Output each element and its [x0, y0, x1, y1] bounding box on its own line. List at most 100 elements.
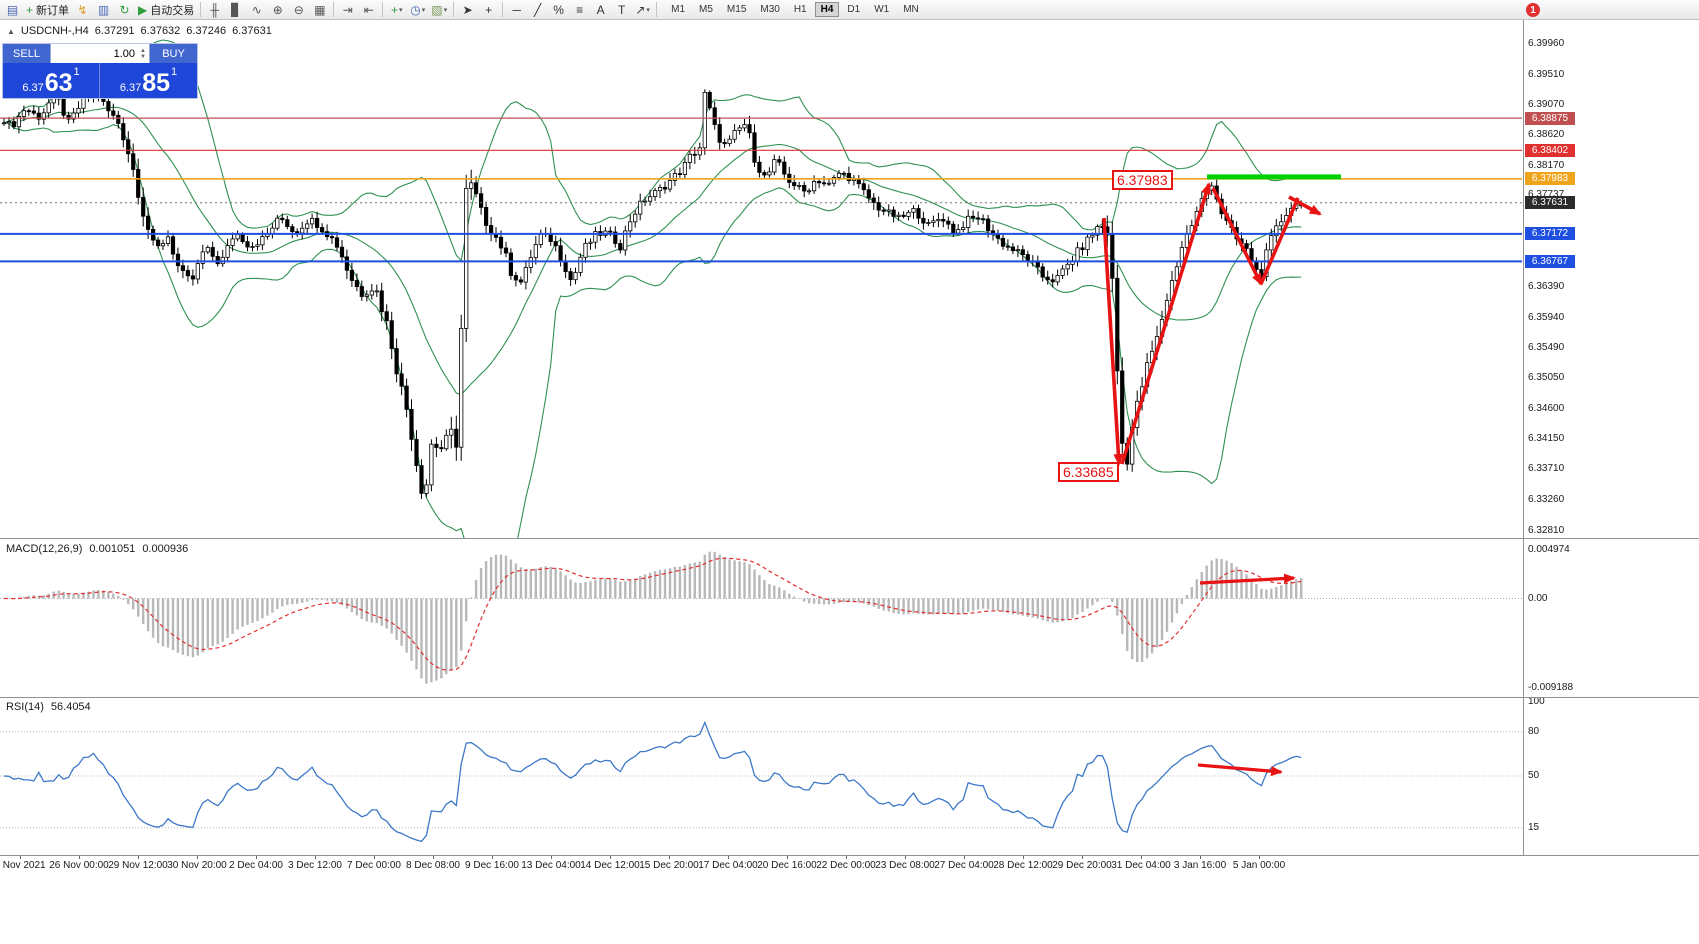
zoom-out-button[interactable]: ⊖: [288, 1, 309, 19]
crosshair-button[interactable]: +: [478, 1, 499, 19]
dropdown-caret-icon: ▾: [646, 6, 650, 14]
fibonacci-button[interactable]: ≡: [569, 1, 590, 19]
macd-panel[interactable]: [0, 539, 1522, 697]
time-label: 17 Dec 04:00: [698, 860, 758, 871]
time-tick: [315, 856, 316, 859]
timeframe-m30-button[interactable]: M30: [760, 4, 780, 15]
symbol-icon: ▲: [7, 26, 15, 36]
ohlc-header: ▲ USDCNH-,H4 6.37291 6.37632 6.37246 6.3…: [7, 25, 272, 37]
rsi-axis-label: 15: [1528, 821, 1540, 833]
timeframe-m5-button[interactable]: M5: [699, 4, 713, 15]
time-tick: [610, 856, 611, 859]
analysis-arrow[interactable]: [1120, 182, 1211, 465]
analysis-arrow[interactable]: [1211, 187, 1263, 286]
rsi-panel[interactable]: [0, 698, 1522, 855]
line-chart-button[interactable]: ∿: [246, 1, 267, 19]
price-scale[interactable]: 6.39960 6.39510 6.39070 6.38620 6.38170 6.377…: [1523, 20, 1699, 855]
timeframe-m1-button[interactable]: M1: [671, 4, 686, 15]
notification-badge[interactable]: 1: [1526, 3, 1540, 17]
label-icon: T: [617, 2, 626, 17]
macd-signal-value: 0.000936: [142, 543, 189, 555]
volume-stepper[interactable]: ▲ ▼: [137, 48, 149, 60]
fibonacci-icon: ≡: [576, 2, 584, 17]
cursor-button[interactable]: ➤: [457, 1, 478, 19]
bar-chart-button[interactable]: ╫: [204, 1, 225, 19]
sell-price-main: 6.37: [22, 82, 44, 94]
macd-axis-label: -0.009188: [1528, 681, 1574, 693]
buy-price[interactable]: 6.37 85 1: [100, 63, 197, 98]
zoom-in-button[interactable]: ⊕: [267, 1, 288, 19]
analysis-arrow[interactable]: [1102, 217, 1124, 466]
horizontal-line-button[interactable]: ─: [506, 1, 527, 19]
timeframe-h1-button[interactable]: H1: [793, 4, 807, 15]
time-label: 31 Dec 04:00: [1111, 860, 1171, 871]
new-order-button-label: 新订单: [36, 4, 70, 17]
timeframe-w1-button[interactable]: W1: [874, 4, 890, 15]
app-button[interactable]: ▤: [2, 1, 23, 19]
timeframe-d1-button[interactable]: D1: [847, 4, 861, 15]
rsi-arrow[interactable]: [1197, 763, 1283, 777]
trendline-button[interactable]: ╱: [527, 1, 548, 19]
resistance-highlight-line[interactable]: [1207, 174, 1341, 180]
market-watch-button[interactable]: ▥: [93, 1, 114, 19]
analysis-arrow[interactable]: [1259, 197, 1300, 285]
sell-price[interactable]: 6.37 63 1: [3, 63, 100, 98]
tile-windows-button[interactable]: ▦: [309, 1, 330, 19]
panel-separator[interactable]: [0, 697, 1699, 698]
auto-trading-button[interactable]: ▶ 自动交易: [135, 1, 197, 19]
text-button[interactable]: A: [590, 1, 611, 19]
toolbar-separator: [502, 2, 504, 17]
time-label: 5 Jan 00:00: [1232, 860, 1286, 871]
macd-signal-line: [4, 557, 1302, 671]
volume-input[interactable]: [51, 47, 137, 60]
time-label: 15 Dec 20:00: [639, 860, 699, 871]
time-label: 27 Dec 04:00: [934, 860, 994, 871]
metaeditor-button[interactable]: ↯: [72, 1, 93, 19]
auto-scroll-button[interactable]: ⇥: [337, 1, 358, 19]
rsi-value: 56.4054: [50, 701, 91, 713]
time-tick: [79, 856, 80, 859]
axis-separator: [0, 855, 1699, 856]
candlestick-chart-button[interactable]: ▊: [225, 1, 246, 19]
dropdown-caret-icon: ▾: [421, 6, 426, 14]
auto-trading-icon: ▶: [138, 2, 148, 17]
label-button[interactable]: T: [611, 1, 632, 19]
sell-button[interactable]: SELL: [3, 44, 50, 63]
toolbar: ▤ + 新订单 ↯ ▥ ↻ ▶ 自动交易 ╫ ▊ ∿ ⊕ ⊖ ▦ ⇥ ⇤ + ▾ ◷ ▾ ▧ ▾ ➤ + ─ ╱% ≡ A T ↗ ▾ M1 M…: [0, 0, 1699, 20]
timeframe-h4-button[interactable]: H4: [814, 2, 840, 17]
price-badge: 6.38402: [1525, 143, 1575, 157]
channel-icon: %: [553, 2, 564, 17]
panel-separator[interactable]: [0, 538, 1699, 539]
time-label: 3 Jan 16:00: [1173, 860, 1227, 871]
main-chart[interactable]: [0, 20, 1522, 538]
indicators-button[interactable]: + ▾: [386, 1, 407, 19]
cursor-icon: ➤: [462, 2, 473, 17]
buy-button[interactable]: BUY: [150, 44, 197, 63]
price-annotation-label[interactable]: 6.33685: [1058, 462, 1119, 482]
timeframe-m15-button[interactable]: M15: [726, 4, 747, 15]
time-label: 23 Dec 08:00: [875, 860, 935, 871]
analysis-arrow[interactable]: [1288, 195, 1322, 216]
templates-button[interactable]: ▧ ▾: [428, 1, 450, 19]
periods-button[interactable]: ◷ ▾: [407, 1, 428, 19]
buy-price-sup: 1: [171, 66, 178, 78]
toolbar-separator: [200, 2, 202, 17]
periods-icon: ◷: [410, 2, 421, 17]
macd-histogram: [7, 551, 1303, 684]
time-tick: [433, 856, 434, 859]
arrows-button[interactable]: ↗ ▾: [632, 1, 653, 19]
price-annotation-label[interactable]: 6.37983: [1112, 170, 1173, 190]
macd-header: MACD(12,26,9) 0.001051 0.000936: [6, 543, 188, 555]
chart-shift-button[interactable]: ⇤: [358, 1, 379, 19]
new-order-button[interactable]: + 新订单: [23, 1, 72, 19]
bollinger-bands: [3, 39, 1302, 538]
tile-windows-icon: ▦: [314, 2, 326, 17]
timeframe-mn-button[interactable]: MN: [903, 4, 919, 15]
time-tick: [551, 856, 552, 859]
macd-arrow[interactable]: [1199, 573, 1296, 585]
sell-price-big: 63: [44, 69, 73, 97]
refresh-button[interactable]: ↻: [114, 1, 135, 19]
channel-button[interactable]: %: [548, 1, 569, 19]
rsi-axis-label: 50: [1528, 770, 1540, 781]
